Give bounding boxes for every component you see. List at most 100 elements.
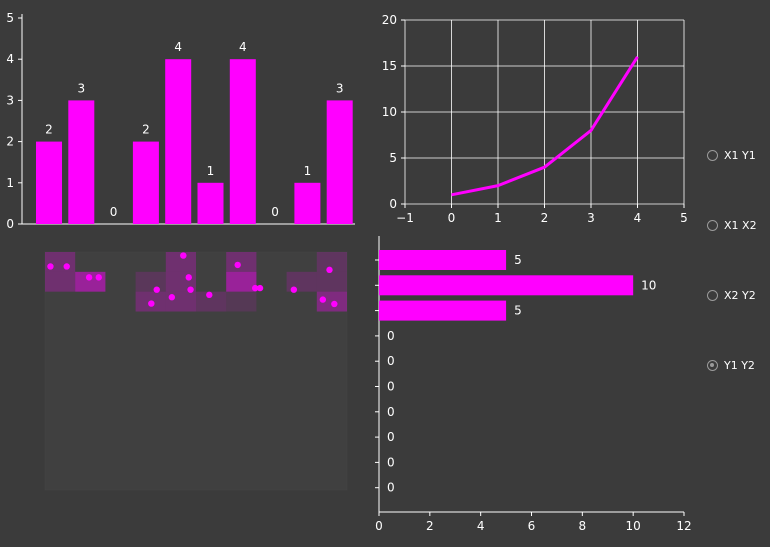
heatmap-chart <box>44 251 348 491</box>
heatmap-cell <box>226 291 257 312</box>
x-tick-label: 4 <box>477 519 485 533</box>
radio-label: X1 Y1 <box>724 148 756 162</box>
bar <box>165 59 192 225</box>
heatmap-cell <box>135 271 166 292</box>
scatter-point <box>319 296 327 303</box>
vertical-bar-chart: 0 1 2 3 4 5 2 3 0 2 4 1 4 0 1 3 <box>6 11 355 231</box>
radio-option-2[interactable]: X2 Y2 <box>707 286 756 304</box>
heatmap-cell <box>165 252 196 272</box>
bar <box>294 182 321 224</box>
x-tick-label: 6 <box>528 519 536 533</box>
bar-value-label: 0 <box>387 405 395 419</box>
bar <box>132 141 159 224</box>
bar <box>68 100 95 224</box>
heatmap-cell <box>45 271 76 292</box>
y-tick-label: 2 <box>6 135 14 149</box>
x-tick-label: 2 <box>541 211 549 225</box>
bar-value-label: 3 <box>77 81 85 95</box>
y-tick-label: 0 <box>389 197 397 211</box>
heatmap-cell <box>316 271 347 292</box>
radio-label: X1 X2 <box>724 218 757 232</box>
horizontal-bar-chart: 0 2 4 6 8 10 12 5 10 5 0 0 0 0 0 0 0 <box>375 236 692 533</box>
bar-value-label: 0 <box>110 205 118 219</box>
bar <box>326 100 353 224</box>
y-tick-label: 1 <box>6 176 14 190</box>
bar-value-label: 10 <box>641 278 656 292</box>
scatter-point <box>234 261 241 269</box>
scatter-point <box>290 286 298 293</box>
scatter-point <box>185 274 192 281</box>
heatmap-cell <box>316 291 347 312</box>
bar <box>36 141 62 224</box>
x-tick-label: 5 <box>680 211 688 225</box>
x-tick-label: 0 <box>375 519 383 533</box>
scatter-point <box>148 300 155 307</box>
bar-value-label: 5 <box>514 253 522 267</box>
radio-option-0[interactable]: X1 Y1 <box>707 146 756 164</box>
bar-value-label: 1 <box>207 164 215 178</box>
heatmap-cell <box>316 252 347 272</box>
x-tick-label: 0 <box>448 211 456 225</box>
heatmap-cell <box>196 291 227 312</box>
y-tick-label: 3 <box>6 93 14 107</box>
radio-label: Y1 Y2 <box>724 358 755 372</box>
axis-radio-group: X1 Y1 X1 X2 X2 Y2 Y1 Y2 <box>707 140 770 380</box>
x-tick-label: 4 <box>634 211 642 225</box>
bar-value-label: 4 <box>239 40 247 54</box>
scatter-point <box>251 284 259 292</box>
y-tick-label: 20 <box>382 13 397 27</box>
bar-value-label: 5 <box>514 304 522 318</box>
bar-value-label: 0 <box>387 380 395 394</box>
x-tick-label: 3 <box>587 211 595 225</box>
bar <box>379 300 507 321</box>
x-tick-label: 10 <box>626 519 641 533</box>
scatter-point <box>63 263 70 270</box>
radio-option-3[interactable]: Y1 Y2 <box>707 356 755 374</box>
x-tick-label: 1 <box>494 211 502 225</box>
heatmap-cell <box>226 252 257 272</box>
scatter-point <box>206 291 213 299</box>
bar-value-label: 2 <box>142 123 150 137</box>
radio-circle-icon <box>707 289 718 301</box>
bar-value-label: 1 <box>304 164 312 178</box>
y-tick-label: 5 <box>389 151 397 165</box>
x-tick-label: 8 <box>579 519 587 533</box>
bar-value-label: 0 <box>387 455 395 469</box>
scatter-point <box>95 274 102 281</box>
radio-circle-icon <box>707 359 718 371</box>
radio-label: X2 Y2 <box>724 288 756 302</box>
bar <box>229 59 256 225</box>
scatter-point <box>180 252 187 259</box>
y-tick-label: 15 <box>382 59 397 73</box>
heatmap-cell <box>226 271 257 292</box>
series-line <box>451 55 639 197</box>
bar <box>197 182 224 224</box>
y-tick-label: 5 <box>6 11 14 25</box>
y-tick-label: 10 <box>382 105 397 119</box>
bar-value-label: 0 <box>387 430 395 444</box>
bar-value-label: 4 <box>174 40 182 54</box>
bar <box>379 275 634 296</box>
x-tick-label: −1 <box>396 211 414 225</box>
scatter-point <box>331 300 338 308</box>
scatter-point <box>153 286 160 293</box>
bar-value-label: 3 <box>336 81 344 95</box>
radio-option-1[interactable]: X1 X2 <box>707 216 757 234</box>
scatter-point <box>187 286 194 293</box>
y-tick-label: 0 <box>6 217 14 231</box>
radio-circle-icon <box>707 149 718 161</box>
bar-value-label: 0 <box>387 354 395 368</box>
scatter-point <box>326 266 333 274</box>
scatter-point <box>47 263 54 270</box>
bar <box>379 250 507 270</box>
bar-value-label: 0 <box>387 329 395 343</box>
scatter-point <box>256 284 264 292</box>
x-tick-label: 12 <box>676 519 691 533</box>
bar-value-label: 2 <box>45 123 53 137</box>
y-tick-label: 4 <box>6 52 14 66</box>
x-tick-label: 2 <box>426 519 434 533</box>
scatter-point <box>85 274 93 281</box>
bar-value-label: 0 <box>387 481 395 495</box>
